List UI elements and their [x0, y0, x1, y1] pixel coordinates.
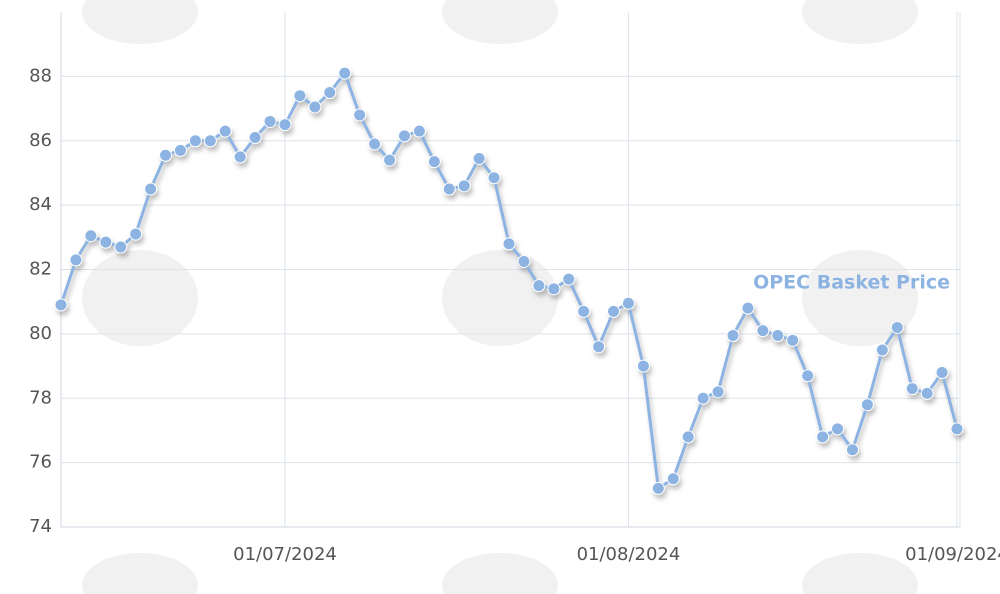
x-tick-label: 01/08/2024: [577, 544, 681, 565]
point: [890, 320, 904, 334]
point: [427, 155, 441, 169]
point: [905, 382, 919, 396]
point: [666, 472, 680, 486]
point: [323, 85, 337, 99]
y-tick-label: 84: [29, 194, 52, 215]
y-tick-label: 78: [29, 387, 52, 408]
point: [188, 134, 202, 148]
point: [144, 182, 158, 196]
point: [472, 151, 486, 165]
y-tick-label: 86: [29, 130, 52, 151]
point: [801, 369, 815, 383]
watermarks: [82, 0, 918, 594]
point: [517, 254, 531, 268]
point: [353, 108, 367, 122]
point: [383, 153, 397, 167]
point: [338, 66, 352, 80]
y-tick-label: 74: [29, 516, 52, 537]
point: [607, 304, 621, 318]
point: [935, 366, 949, 379]
point: [816, 430, 830, 444]
point: [562, 272, 576, 286]
series-label: OPEC Basket Price: [753, 272, 950, 294]
point: [592, 340, 606, 354]
point: [54, 298, 68, 312]
point: [875, 343, 889, 357]
series: [54, 66, 964, 495]
point: [173, 143, 187, 157]
y-tick-label: 82: [29, 259, 52, 280]
point: [860, 398, 874, 412]
point: [457, 179, 471, 193]
point: [69, 253, 83, 267]
point: [308, 100, 322, 114]
point: [397, 129, 411, 143]
point: [831, 422, 845, 436]
point: [278, 118, 292, 132]
point: [696, 391, 710, 405]
point: [218, 124, 232, 138]
point: [621, 296, 635, 310]
x-tick-label: 01/07/2024: [233, 544, 337, 565]
point: [114, 240, 128, 254]
point: [487, 171, 501, 185]
point: [84, 229, 98, 243]
point: [129, 227, 143, 241]
point: [950, 422, 964, 436]
y-tick-label: 80: [29, 323, 52, 344]
point: [532, 279, 546, 293]
point: [502, 237, 516, 251]
point: [845, 443, 859, 457]
plot-area: 74 76 78 80 82 84 86 88 01/07/2024 01/08/2024 01/0…: [29, 12, 1000, 565]
point: [636, 359, 650, 373]
point: [203, 134, 217, 148]
point: [368, 137, 382, 151]
point: [756, 324, 770, 338]
point: [741, 301, 755, 315]
point: [786, 333, 800, 347]
y-tick-label: 76: [29, 452, 52, 473]
y-tick-label: 88: [29, 65, 52, 86]
point: [99, 235, 113, 249]
point: [159, 148, 173, 162]
point: [233, 150, 247, 164]
point: [263, 114, 277, 128]
point: [248, 131, 262, 145]
point: [711, 385, 725, 399]
point: [547, 282, 561, 296]
point: [920, 386, 934, 400]
point: [681, 430, 695, 444]
point: [293, 89, 307, 103]
x-tick-label: 01/09/2024: [905, 544, 1000, 565]
point: [771, 328, 785, 342]
point: [442, 182, 456, 196]
point: [412, 124, 426, 138]
point: [726, 328, 740, 342]
point: [577, 304, 591, 318]
point: [651, 481, 665, 495]
